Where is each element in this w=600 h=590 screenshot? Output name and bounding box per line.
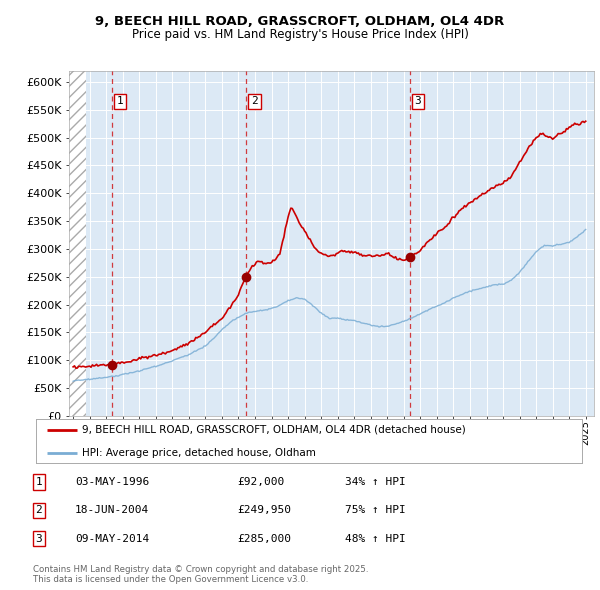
Text: 75% ↑ HPI: 75% ↑ HPI xyxy=(345,506,406,515)
Text: 2: 2 xyxy=(35,506,43,515)
Bar xyxy=(69,71,86,416)
Text: 48% ↑ HPI: 48% ↑ HPI xyxy=(345,534,406,543)
Text: This data is licensed under the Open Government Licence v3.0.: This data is licensed under the Open Gov… xyxy=(33,575,308,584)
Text: 2: 2 xyxy=(251,96,258,106)
Text: 03-MAY-1996: 03-MAY-1996 xyxy=(75,477,149,487)
Text: 9, BEECH HILL ROAD, GRASSCROFT, OLDHAM, OL4 4DR: 9, BEECH HILL ROAD, GRASSCROFT, OLDHAM, … xyxy=(95,15,505,28)
Text: 3: 3 xyxy=(415,96,421,106)
Text: £249,950: £249,950 xyxy=(237,506,291,515)
Text: 09-MAY-2014: 09-MAY-2014 xyxy=(75,534,149,543)
Text: 1: 1 xyxy=(117,96,124,106)
Text: 9, BEECH HILL ROAD, GRASSCROFT, OLDHAM, OL4 4DR (detached house): 9, BEECH HILL ROAD, GRASSCROFT, OLDHAM, … xyxy=(82,425,466,435)
Text: £92,000: £92,000 xyxy=(237,477,284,487)
Text: 18-JUN-2004: 18-JUN-2004 xyxy=(75,506,149,515)
Text: 34% ↑ HPI: 34% ↑ HPI xyxy=(345,477,406,487)
Text: 1: 1 xyxy=(35,477,43,487)
Text: Price paid vs. HM Land Registry's House Price Index (HPI): Price paid vs. HM Land Registry's House … xyxy=(131,28,469,41)
Text: £285,000: £285,000 xyxy=(237,534,291,543)
Text: Contains HM Land Registry data © Crown copyright and database right 2025.: Contains HM Land Registry data © Crown c… xyxy=(33,565,368,575)
Text: HPI: Average price, detached house, Oldham: HPI: Average price, detached house, Oldh… xyxy=(82,448,316,458)
Text: 3: 3 xyxy=(35,534,43,543)
